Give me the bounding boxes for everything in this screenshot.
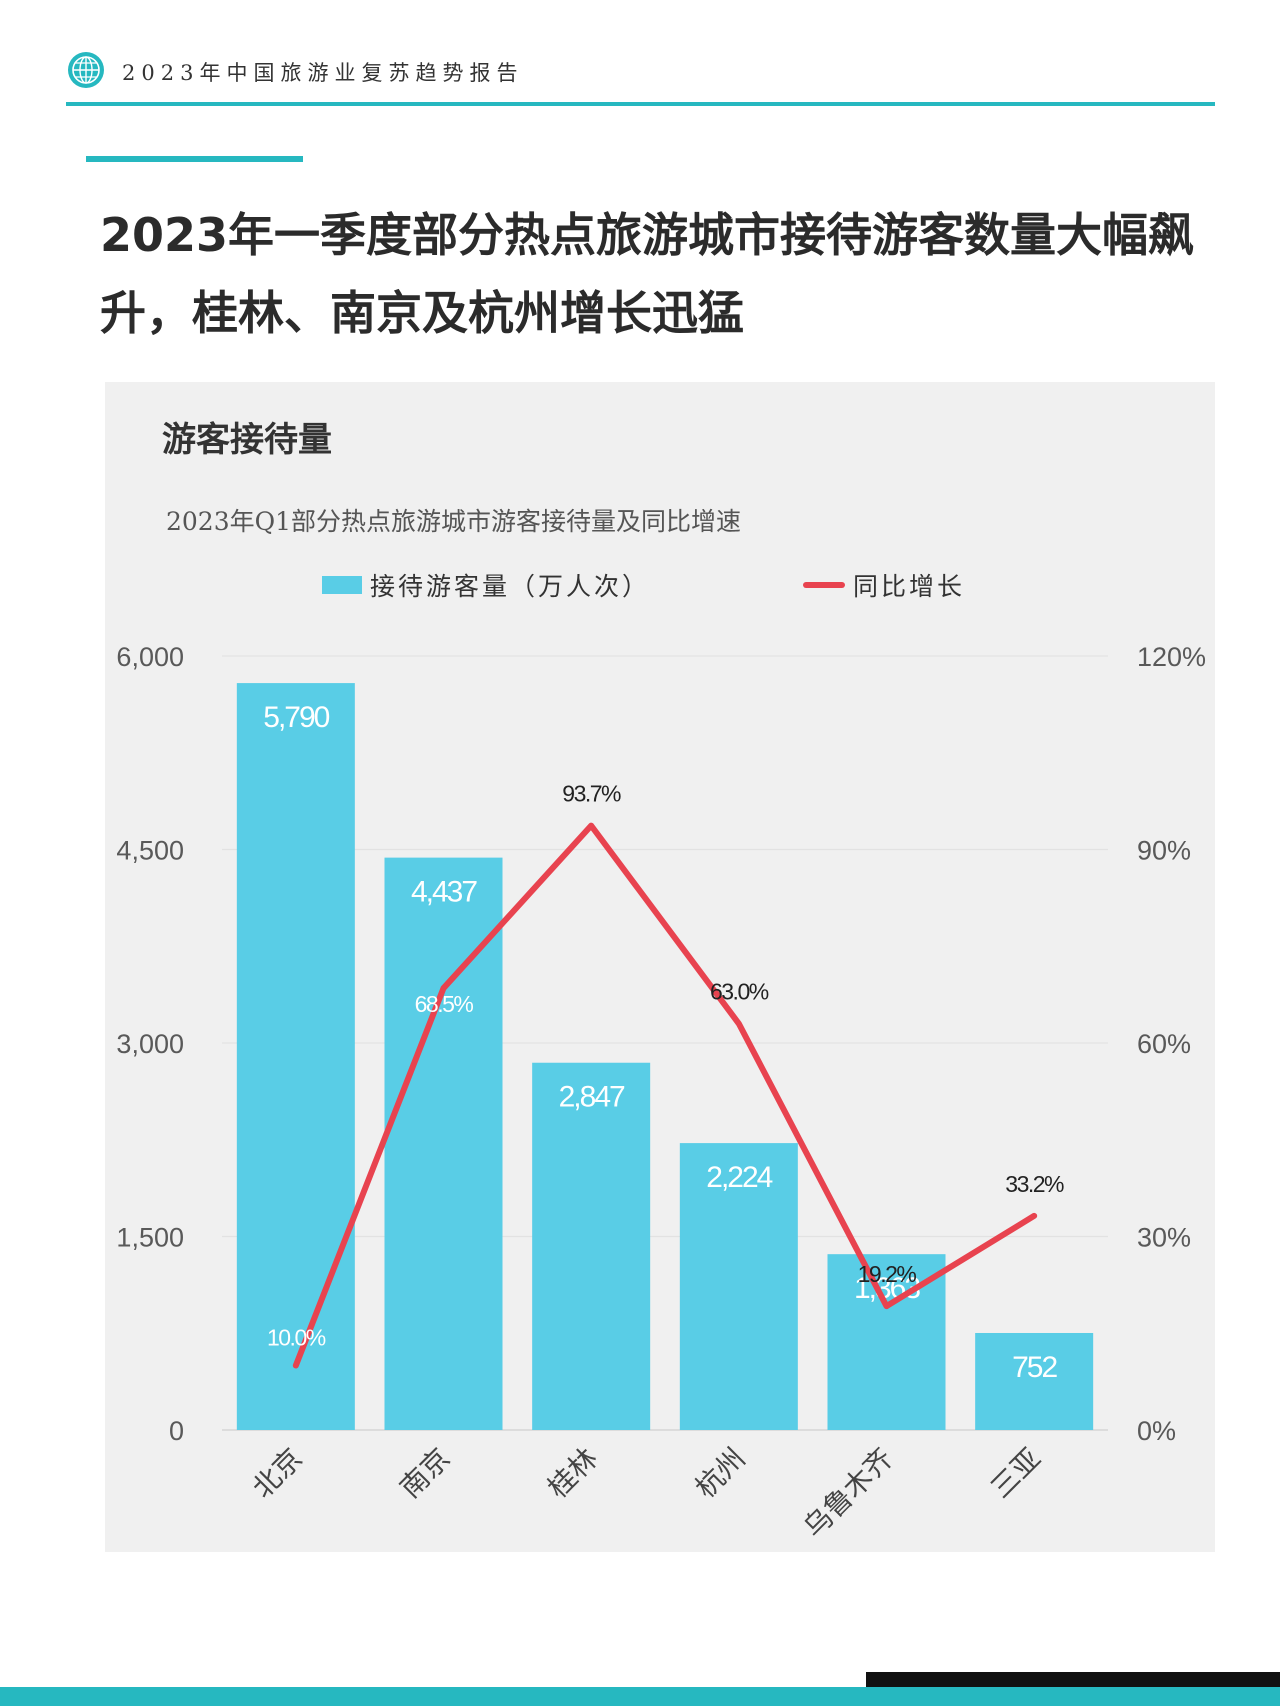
bar-5 bbox=[975, 1332, 1094, 1430]
x-tick-label: 北京 bbox=[246, 1442, 309, 1505]
bar-1 bbox=[384, 857, 503, 1430]
bar-value-label: 5,790 bbox=[263, 701, 329, 734]
line-value-label: 33.2% bbox=[1005, 1171, 1064, 1197]
title-accent-bar bbox=[86, 156, 303, 162]
bar-value-label: 2,224 bbox=[706, 1161, 772, 1194]
y-left-tick-label: 4,500 bbox=[116, 836, 184, 866]
line-value-label: 93.7% bbox=[562, 781, 621, 807]
legend-swatch-line bbox=[803, 582, 845, 588]
x-tick-label: 桂林 bbox=[541, 1442, 604, 1505]
line-value-label: 10.0% bbox=[267, 1325, 326, 1351]
legend-item-visitors: 接待游客量（万人次） bbox=[322, 568, 650, 602]
x-tick-label: 杭州 bbox=[689, 1442, 752, 1505]
header-divider bbox=[66, 102, 1215, 106]
x-tick-label: 南京 bbox=[394, 1442, 457, 1505]
y-right-tick-label: 90% bbox=[1137, 836, 1191, 866]
report-title: 2023年中国旅游业复苏趋势报告 bbox=[122, 61, 524, 85]
page-title-line-2: 升，桂林、南京及杭州增长迅猛 bbox=[100, 286, 744, 340]
bar-2 bbox=[532, 1062, 651, 1430]
legend-label-growth: 同比增长 bbox=[853, 572, 966, 601]
legend-label-visitors: 接待游客量（万人次） bbox=[370, 572, 651, 601]
y-right-tick-label: 0% bbox=[1137, 1416, 1176, 1446]
x-tick-label: 乌鲁木齐 bbox=[797, 1442, 900, 1545]
y-left-tick-label: 6,000 bbox=[116, 642, 184, 672]
page-title: 2023年一季度部分热点旅游城市接待游客数量大幅飙 升，桂林、南京及杭州增长迅猛 bbox=[100, 196, 1270, 352]
legend-item-growth: 同比增长 bbox=[803, 568, 965, 602]
line-value-label: 68.5% bbox=[415, 991, 474, 1017]
bar-value-label: 2,847 bbox=[559, 1081, 625, 1114]
y-right-tick-label: 30% bbox=[1137, 1223, 1191, 1253]
bar-3 bbox=[679, 1143, 798, 1430]
y-right-tick-label: 60% bbox=[1137, 1029, 1191, 1059]
page-title-line-1: 2023年一季度部分热点旅游城市接待游客数量大幅飙 bbox=[100, 208, 1195, 262]
bar-value-label: 4,437 bbox=[411, 876, 477, 909]
footer-block bbox=[866, 1672, 1280, 1688]
line-value-label: 19.2% bbox=[858, 1261, 917, 1287]
footer-bar bbox=[0, 1687, 1280, 1706]
panel-title: 游客接待量 bbox=[162, 420, 332, 460]
x-tick-label: 三亚 bbox=[984, 1442, 1047, 1505]
y-left-tick-label: 3,000 bbox=[116, 1029, 184, 1059]
bar-value-label: 752 bbox=[1012, 1351, 1057, 1384]
legend-swatch-bar bbox=[322, 576, 362, 594]
y-right-tick-label: 120% bbox=[1137, 642, 1206, 672]
bar-0 bbox=[236, 683, 355, 1430]
growth-line bbox=[292, 822, 1038, 1369]
y-left-tick-label: 1,500 bbox=[116, 1223, 184, 1253]
line-value-label: 63.0% bbox=[710, 979, 769, 1005]
y-left-tick-label: 0 bbox=[169, 1416, 184, 1446]
chart-subtitle: 2023年Q1部分热点旅游城市游客接待量及同比增速 bbox=[166, 507, 742, 536]
globe-icon bbox=[68, 52, 104, 88]
